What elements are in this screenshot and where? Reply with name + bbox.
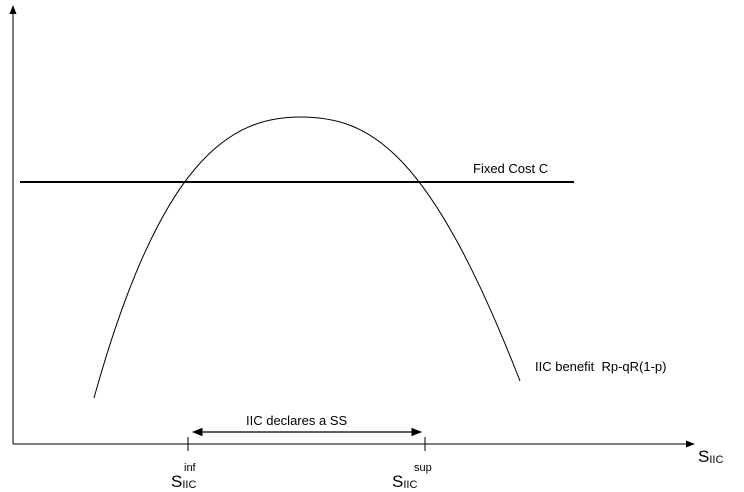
benefit-label: IIC benefit Rp-qR(1-p) — [535, 359, 667, 374]
fixed-cost-label: Fixed Cost C — [473, 161, 548, 176]
benefit-curve — [93, 116, 521, 399]
s-sup-label: SIIC — [392, 472, 417, 491]
s-sup-superscript: sup — [414, 462, 432, 474]
interval-label: IIC declares a SS — [246, 413, 347, 428]
s-inf-superscript: inf — [184, 462, 197, 474]
s-inf-label: SIIC — [171, 472, 196, 491]
x-axis-label: SIIC — [698, 447, 723, 466]
